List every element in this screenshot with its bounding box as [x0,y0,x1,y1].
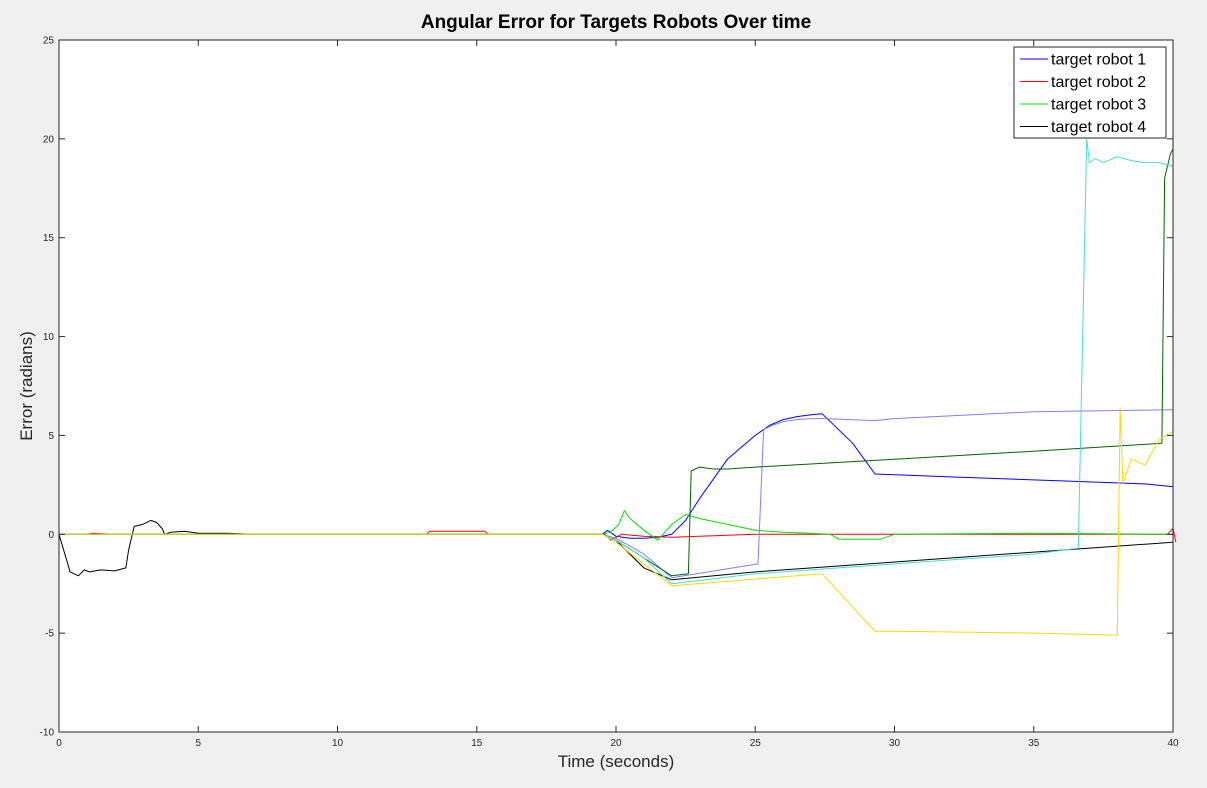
y-tick-label: 20 [43,134,55,145]
plot-area [59,40,1173,732]
legend-label-4: target robot 4 [1051,119,1146,136]
y-tick-label: 25 [43,36,55,47]
series-line-7 [59,138,1174,585]
chart-title: Angular Error for Targets Robots Over ti… [421,12,811,33]
series-line-8 [59,407,1174,636]
series-line-5 [59,409,1174,579]
x-tick-label: 5 [195,738,201,749]
legend-box [1013,46,1167,139]
legend-items: target robot 1 target robot 2 target robot… [1020,52,1146,136]
y-axis-label: Error (radians) [17,331,36,441]
x-tick-label: 10 [332,738,344,749]
series-line-3 [59,510,1174,541]
legend: target robot 1 target robot 2 target robot… [1013,46,1167,139]
legend-label-1: target robot 1 [1051,52,1146,69]
x-tick-label: 35 [1028,738,1040,749]
legend-label-3: target robot 3 [1051,97,1146,114]
x-tick-label: 25 [750,738,762,749]
x-tick-label: 20 [610,738,622,749]
legend-label-2: target robot 2 [1051,74,1146,91]
x-tick-label: 30 [889,738,901,749]
y-tick-label: 10 [43,332,55,343]
x-tick-label: 40 [1167,738,1179,749]
ticks-layer: 0 5 10 15 20 25 30 35 40 -10 -5 0 5 10 15 20 25 [40,36,1179,750]
x-axis-label: Time (seconds) [558,752,675,771]
series-line-1 [59,413,1174,539]
y-tick-label: 5 [48,431,54,442]
y-tick-label: -10 [40,728,55,739]
y-tick-label: -5 [45,629,54,640]
series-layer [58,138,1177,636]
x-tick-label: 0 [56,738,62,749]
y-tick-label: 0 [48,530,54,541]
y-tick-label: 15 [43,233,55,244]
x-tick-label: 15 [471,738,483,749]
